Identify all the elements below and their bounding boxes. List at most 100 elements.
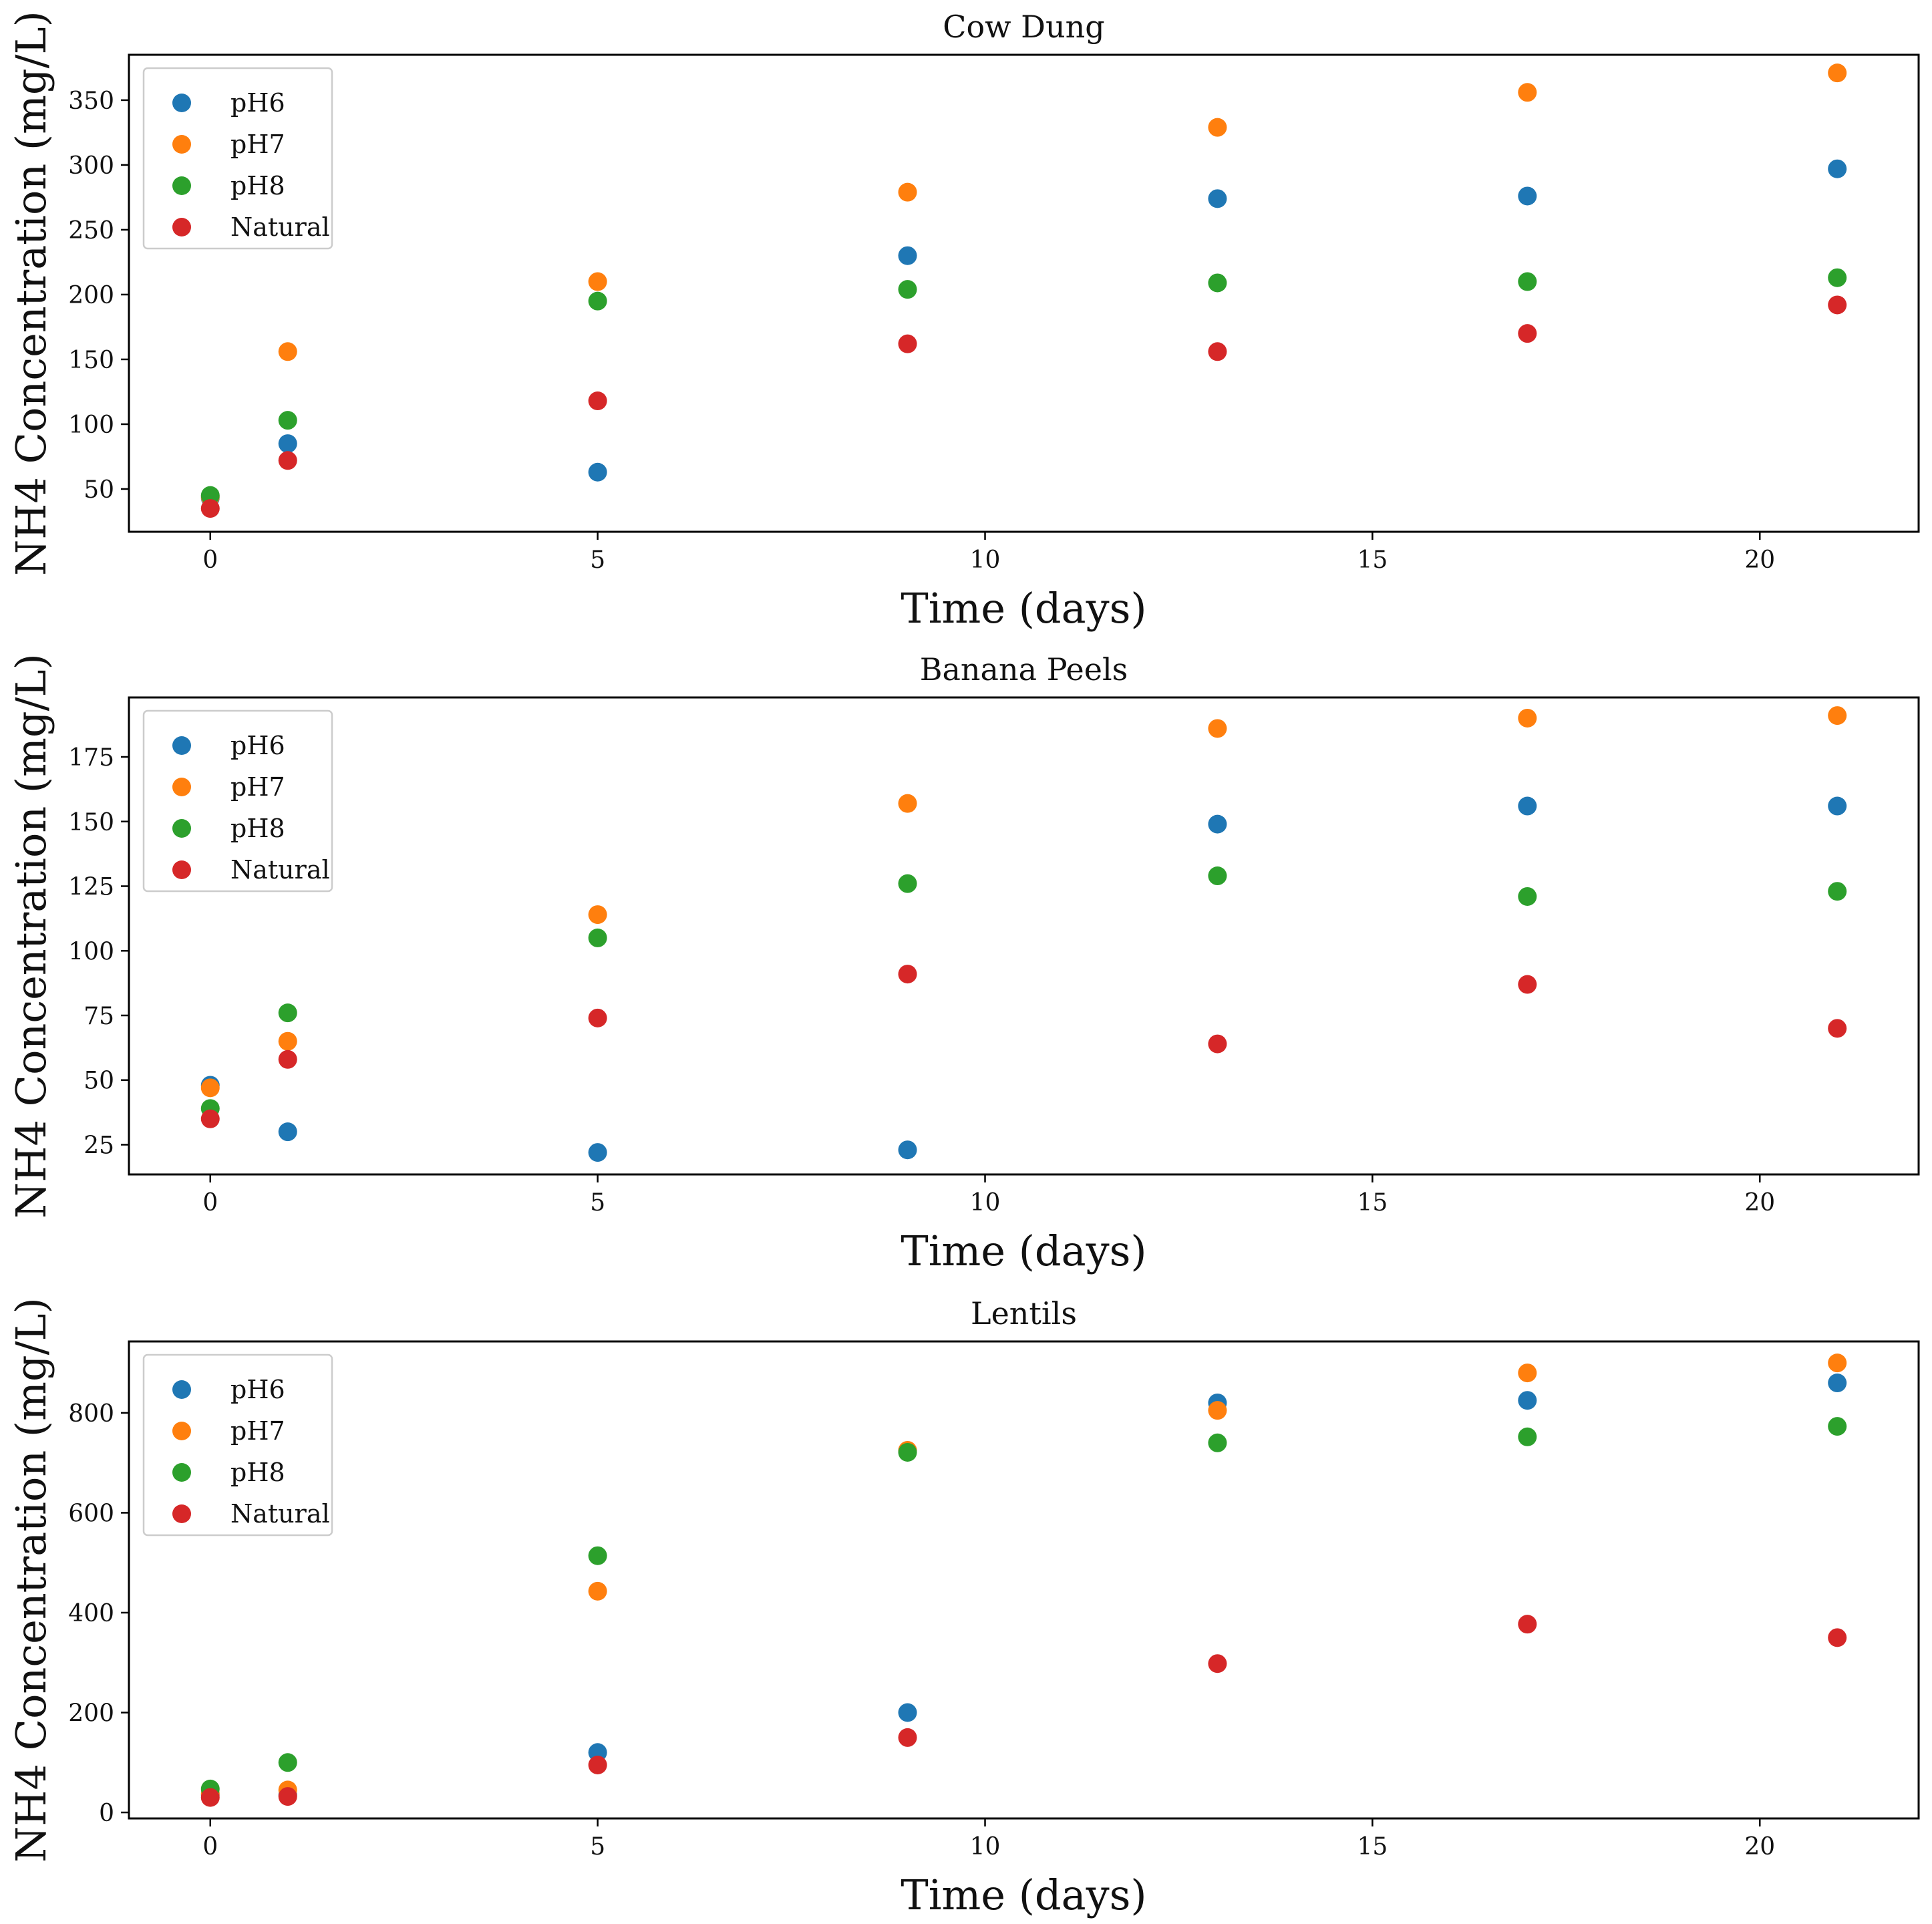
x-tick-label: 15 (1357, 1833, 1388, 1861)
point-ph6-day-13 (1208, 814, 1227, 834)
x-tick-label: 5 (590, 546, 605, 574)
y-tick-label: 250 (68, 217, 114, 245)
x-axis-label: Time (days) (901, 1871, 1146, 1919)
point-ph8-day-5 (588, 1546, 607, 1565)
y-tick-label: 800 (68, 1400, 114, 1428)
point-natural-day-1 (278, 1050, 297, 1069)
point-ph7-day-9 (898, 794, 917, 813)
point-ph6-day-5 (588, 1143, 607, 1162)
y-tick-label: 25 (84, 1132, 114, 1159)
legend-label-natural: Natural (230, 212, 330, 242)
panel-title: Cow Dung (943, 9, 1104, 45)
legend-marker-natural (172, 218, 191, 236)
point-natural-day-21 (1828, 1019, 1847, 1038)
point-ph7-day-0 (200, 1078, 220, 1098)
point-ph8-day-0 (200, 486, 220, 505)
point-natural-day-0 (200, 499, 220, 518)
legend-marker-natural (172, 860, 191, 879)
point-natural-day-1 (278, 451, 297, 470)
y-axis-label: NH4 Concentration (mg/L) (7, 653, 55, 1219)
x-tick-label: 0 (202, 1833, 218, 1861)
x-tick-label: 5 (590, 1833, 605, 1861)
legend-label-natural: Natural (230, 1499, 330, 1529)
point-natural-day-5 (588, 1756, 607, 1775)
point-natural-day-17 (1518, 324, 1537, 343)
legend-marker-ph8 (172, 819, 191, 838)
point-ph6-day-5 (588, 462, 607, 482)
x-tick-label: 20 (1744, 1833, 1775, 1861)
y-tick-label: 0 (99, 1800, 114, 1827)
x-tick-label: 10 (970, 546, 1001, 574)
point-natural-day-5 (588, 1008, 607, 1027)
point-ph7-day-17 (1518, 83, 1537, 102)
x-tick-label: 0 (202, 546, 218, 574)
point-ph8-day-13 (1208, 273, 1227, 293)
legend-marker-ph8 (172, 1463, 191, 1482)
point-ph7-day-13 (1208, 719, 1227, 738)
point-ph8-day-5 (588, 291, 607, 311)
legend-label-ph7: pH7 (230, 1416, 285, 1446)
point-ph6-day-17 (1518, 796, 1537, 816)
point-ph7-day-17 (1518, 1364, 1537, 1383)
y-tick-label: 150 (68, 347, 114, 374)
legend-label-ph8: pH8 (230, 814, 285, 843)
legend-label-ph6: pH6 (230, 88, 285, 118)
point-natural-day-13 (1208, 342, 1227, 361)
legend-box (142, 1353, 333, 1537)
point-ph7-day-21 (1828, 63, 1847, 83)
point-ph8-day-21 (1828, 882, 1847, 901)
legend-box (142, 709, 333, 893)
point-ph6-day-21 (1828, 1374, 1847, 1393)
y-tick-label: 300 (68, 152, 114, 180)
plot-frame (128, 696, 1920, 1176)
point-natural-day-0 (200, 1788, 220, 1807)
point-ph7-day-21 (1828, 1353, 1847, 1373)
legend-marker-ph6 (172, 94, 191, 112)
legend-marker-ph7 (172, 778, 191, 796)
y-tick-label: 75 (84, 1003, 114, 1030)
legend: pH6 pH7 pH8 Natural (142, 1353, 333, 1537)
legend-marker-ph6 (172, 1380, 191, 1399)
x-tick-label: 5 (590, 1189, 605, 1217)
legend-marker-ph7 (172, 1422, 191, 1440)
point-ph7-day-17 (1518, 708, 1537, 728)
point-ph6-day-1 (278, 434, 297, 454)
x-axis-label: Time (days) (901, 1227, 1146, 1275)
x-tick-label: 10 (970, 1833, 1001, 1861)
x-tick-label: 20 (1744, 546, 1775, 574)
y-tick-label: 600 (68, 1500, 114, 1527)
point-ph6-day-21 (1828, 159, 1847, 178)
point-ph6-day-1 (278, 1122, 297, 1142)
legend-label-ph7: pH7 (230, 772, 285, 802)
y-tick-label: 100 (68, 412, 114, 439)
y-axis-label: NH4 Concentration (mg/L) (7, 11, 55, 576)
point-ph6-day-21 (1828, 796, 1847, 816)
point-ph8-day-9 (898, 280, 917, 299)
point-ph7-day-13 (1208, 118, 1227, 137)
point-natural-day-13 (1208, 1034, 1227, 1054)
legend-marker-ph7 (172, 135, 191, 154)
point-ph8-day-13 (1208, 866, 1227, 886)
y-tick-label: 50 (84, 1068, 114, 1095)
point-ph8-day-9 (898, 1442, 917, 1462)
point-ph8-day-1 (278, 1003, 297, 1023)
y-tick-label: 175 (68, 744, 114, 772)
legend-box (142, 67, 333, 250)
point-natural-day-5 (588, 391, 607, 411)
panel-title: Lentils (971, 1295, 1077, 1331)
point-ph8-day-21 (1828, 1417, 1847, 1436)
point-ph8-day-17 (1518, 887, 1537, 906)
point-natural-day-17 (1518, 975, 1537, 994)
point-ph7-day-13 (1208, 1401, 1227, 1420)
point-ph6-day-9 (898, 1140, 917, 1160)
point-natural-day-1 (278, 1787, 297, 1806)
legend-marker-natural (172, 1504, 191, 1523)
point-ph8-day-13 (1208, 1433, 1227, 1452)
legend-label-ph6: pH6 (230, 731, 285, 760)
point-ph8-day-17 (1518, 272, 1537, 291)
point-natural-day-13 (1208, 1654, 1227, 1673)
y-tick-label: 150 (68, 809, 114, 836)
point-natural-day-9 (898, 965, 917, 984)
